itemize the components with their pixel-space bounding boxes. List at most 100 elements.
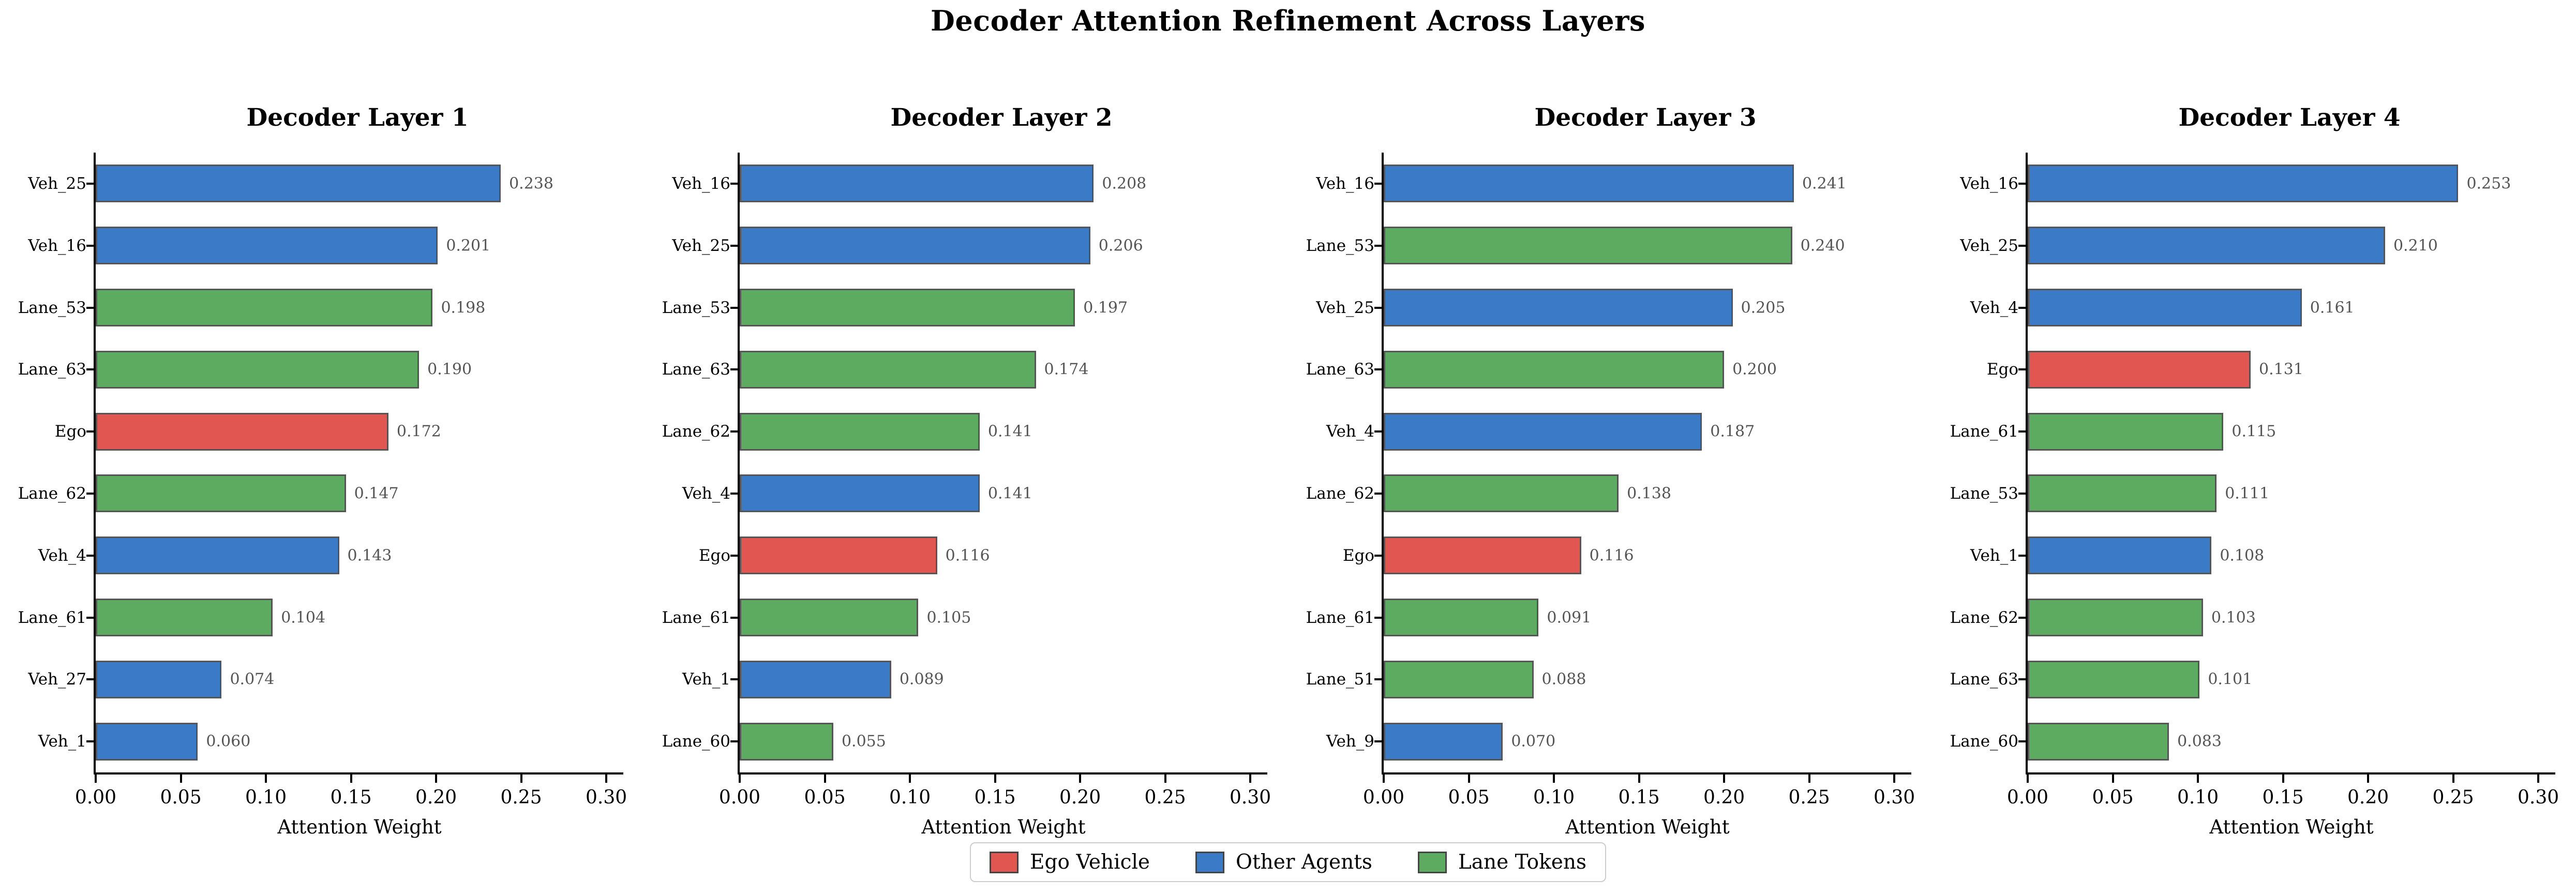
y-tick-label: Veh_9 xyxy=(1326,732,1374,751)
x-tick-mark xyxy=(1893,774,1896,783)
bar xyxy=(2028,660,2200,698)
x-tick-label: 0.05 xyxy=(2092,787,2134,808)
y-tick-mark xyxy=(86,678,94,681)
bar xyxy=(96,599,273,636)
x-tick-label: 0.15 xyxy=(1618,787,1660,808)
bar xyxy=(2028,537,2212,575)
x-tick-label: 0.20 xyxy=(2347,787,2389,808)
y-tick-mark xyxy=(86,430,94,433)
y-tick-mark xyxy=(1374,616,1382,619)
bar-value-label: 0.253 xyxy=(2466,174,2511,193)
legend-swatch-agent xyxy=(1195,851,1224,873)
x-tick-label: 0.20 xyxy=(415,787,457,808)
x-tick-label: 0.10 xyxy=(889,787,931,808)
y-tick-mark xyxy=(1374,244,1382,247)
x-tick-mark xyxy=(1383,774,1385,783)
bar-value-label: 0.143 xyxy=(347,546,392,565)
y-tick-label: Lane_63 xyxy=(1306,360,1374,379)
y-tick-label: Veh_25 xyxy=(1960,236,2018,255)
bar xyxy=(740,599,919,636)
x-tick-label: 0.15 xyxy=(974,787,1016,808)
y-tick-mark xyxy=(1374,678,1382,681)
x-tick-mark xyxy=(1079,774,1082,783)
y-tick-label: Veh_1 xyxy=(682,670,730,689)
bar xyxy=(96,227,438,265)
x-axis-label: Attention Weight xyxy=(277,816,442,838)
bar-value-label: 0.074 xyxy=(230,670,275,689)
x-tick-mark xyxy=(1249,774,1252,783)
bar xyxy=(740,350,1036,389)
bar-value-label: 0.091 xyxy=(1547,608,1592,627)
bar xyxy=(96,350,420,389)
subplot-panel: Decoder Layer 1 Attention Weight Veh_25 0… xyxy=(0,0,644,894)
x-tick-mark xyxy=(739,774,741,783)
x-tick-mark xyxy=(2537,774,2540,783)
x-tick-mark xyxy=(2111,774,2114,783)
y-tick-label: Veh_4 xyxy=(38,546,86,565)
bar-value-label: 0.200 xyxy=(1732,360,1777,379)
x-tick-label: 0.00 xyxy=(74,787,117,808)
y-tick-mark xyxy=(86,368,94,371)
legend: Ego Vehicle Other Agents Lane Tokens xyxy=(970,842,1606,882)
subplot-panel: Decoder Layer 3 Attention Weight Veh_16 0… xyxy=(1288,0,1932,894)
bar-value-label: 0.108 xyxy=(2220,546,2265,565)
bar xyxy=(740,165,1094,203)
legend-item: Lane Tokens xyxy=(1417,851,1586,874)
x-tick-mark xyxy=(823,774,826,783)
y-tick-label: Veh_16 xyxy=(1960,174,2018,193)
x-axis-label: Attention Weight xyxy=(921,816,1086,838)
bar-value-label: 0.210 xyxy=(2393,236,2438,255)
bar xyxy=(1384,165,1794,203)
bar-value-label: 0.115 xyxy=(2231,422,2277,441)
bar xyxy=(2028,165,2459,203)
y-tick-label: Lane_61 xyxy=(18,608,86,627)
bar xyxy=(2028,599,2203,636)
bar xyxy=(96,165,501,203)
bar-value-label: 0.131 xyxy=(2259,360,2303,379)
x-tick-label: 0.30 xyxy=(586,787,627,808)
y-tick-label: Lane_53 xyxy=(662,298,730,317)
x-tick-mark xyxy=(909,774,911,783)
y-tick-mark xyxy=(86,306,94,309)
y-tick-mark xyxy=(730,492,738,495)
x-tick-label: 0.00 xyxy=(1362,787,1405,808)
bar xyxy=(2028,474,2217,513)
subplot-panel: Decoder Layer 2 Attention Weight Veh_16 0… xyxy=(644,0,1288,894)
bar-value-label: 0.147 xyxy=(354,484,399,503)
bar xyxy=(96,722,198,761)
y-tick-label: Ego xyxy=(1342,546,1374,565)
y-tick-label: Veh_16 xyxy=(672,174,730,193)
y-tick-label: Lane_60 xyxy=(1950,732,2018,751)
bar-value-label: 0.197 xyxy=(1083,299,1128,317)
bar xyxy=(1384,350,1725,389)
x-tick-mark xyxy=(350,774,352,783)
y-tick-label: Lane_63 xyxy=(1950,670,2018,689)
y-tick-mark xyxy=(2018,368,2026,371)
x-tick-mark xyxy=(1808,774,1810,783)
plot-area: Attention Weight Veh_25 0.238 Veh_16 0.201 L… xyxy=(18,153,627,838)
y-tick-label: Veh_4 xyxy=(1326,422,1374,441)
y-tick-mark xyxy=(2018,244,2026,247)
y-tick-mark xyxy=(1374,740,1382,743)
y-tick-mark xyxy=(86,554,94,557)
bar xyxy=(1384,474,1619,513)
bar-value-label: 0.111 xyxy=(2225,484,2270,503)
bar xyxy=(740,474,980,513)
y-tick-label: Lane_61 xyxy=(1306,608,1374,627)
x-tick-label: 0.25 xyxy=(500,787,542,808)
x-tick-label: 0.15 xyxy=(330,787,372,808)
y-tick-label: Lane_51 xyxy=(1306,670,1374,689)
x-tick-mark xyxy=(179,774,182,783)
x-tick-mark xyxy=(1638,774,1640,783)
plot-area: Attention Weight Veh_16 0.241 Lane_53 0.240… xyxy=(1306,153,1915,838)
y-tick-mark xyxy=(730,430,738,433)
x-tick-mark xyxy=(1723,774,1726,783)
bar xyxy=(1384,227,1792,265)
x-tick-mark xyxy=(95,774,97,783)
y-tick-label: Ego xyxy=(54,422,86,441)
bar xyxy=(2028,227,2385,265)
x-tick-label: 0.30 xyxy=(1874,787,1915,808)
bar-value-label: 0.060 xyxy=(206,732,251,751)
